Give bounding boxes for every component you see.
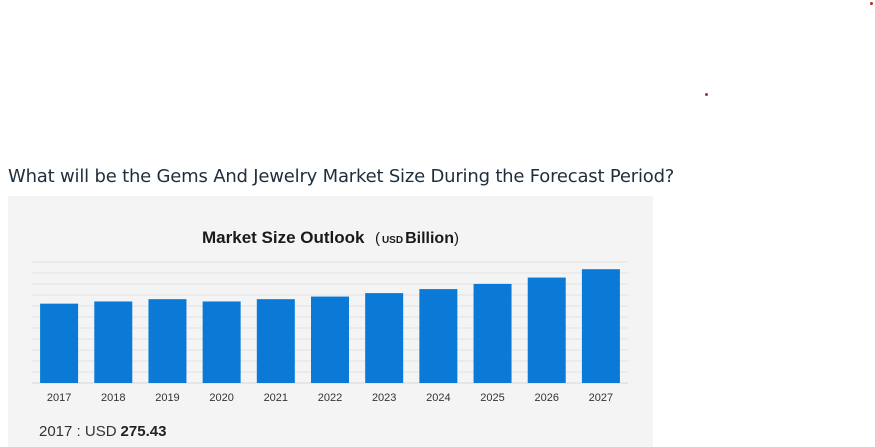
x-tick-label: 2026 [534, 392, 558, 404]
bar-2020[interactable] [202, 301, 241, 383]
x-tick-label: 2020 [209, 392, 233, 404]
decorative-red-dot [870, 2, 873, 5]
unit-currency: USD [381, 235, 404, 246]
section-question-heading: What will be the Gems And Jewelry Market… [8, 166, 675, 187]
x-tick-label: 2022 [318, 392, 342, 404]
bar-2026[interactable] [527, 277, 566, 383]
bar-2023[interactable] [365, 293, 404, 383]
x-tick-label: 2027 [589, 392, 613, 404]
chart-title-unit: (USD Billion) [375, 230, 459, 247]
x-tick-label: 2019 [155, 392, 179, 404]
unit-open-paren: ( [374, 230, 380, 247]
bar-chart: 2017 2018 2019 2020 2021 2022 2023 2024 2025 2026… [32, 261, 628, 404]
bar-2019[interactable] [148, 299, 187, 383]
x-tick-label: 2021 [264, 392, 288, 404]
decorative-red-dot [705, 93, 708, 96]
bar-2025[interactable] [473, 283, 512, 383]
chart-title-text: Market Size Outlook [202, 228, 365, 247]
bar-2027[interactable] [581, 269, 620, 383]
x-tick-label: 2025 [480, 392, 504, 404]
selected-value-readout: 2017 : USD 275.43 [39, 423, 166, 440]
x-tick-label: 2023 [372, 392, 396, 404]
chart-panel: Market Size Outlook (USD Billion) 2017 201… [8, 196, 653, 447]
bar-2021[interactable] [256, 299, 295, 383]
chart-title: Market Size Outlook (USD Billion) [8, 228, 653, 248]
bar-2022[interactable] [311, 296, 349, 383]
bar-2017[interactable] [40, 303, 79, 383]
x-tick-label: 2018 [101, 392, 125, 404]
readout-label: 2017 : USD [39, 423, 117, 440]
unit-close-paren: ) [453, 230, 459, 247]
bar-2018[interactable] [94, 301, 133, 383]
x-tick-label: 2017 [47, 392, 71, 404]
readout-value: 275.43 [120, 423, 167, 440]
unit-scale: Billion [405, 230, 454, 247]
bar-2024[interactable] [419, 289, 458, 383]
x-tick-label: 2024 [426, 392, 450, 404]
